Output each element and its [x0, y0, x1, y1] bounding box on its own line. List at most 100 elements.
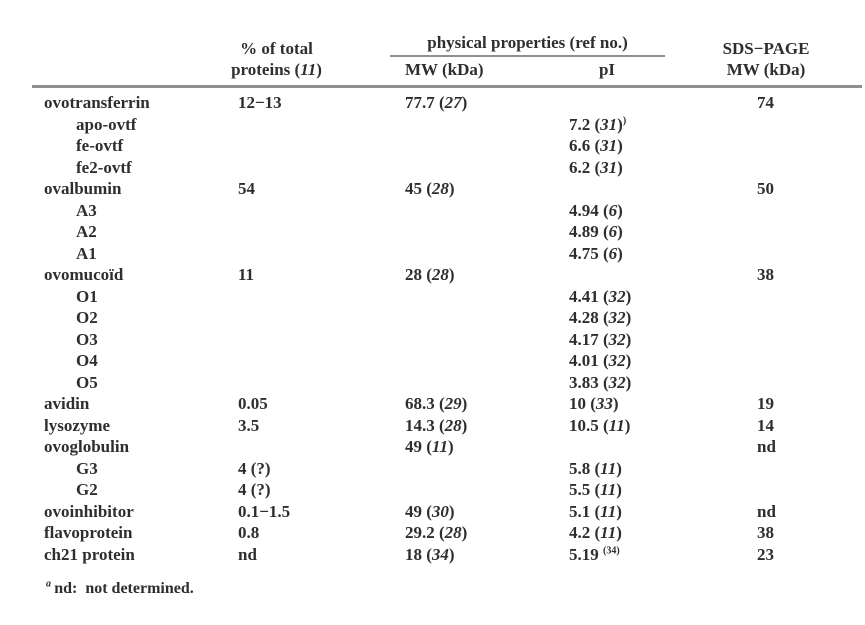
cell-pct	[204, 200, 369, 222]
cell-pi: 10 (33)	[569, 394, 619, 413]
table-row: G2 4 (?) 5.5 (11)	[32, 479, 862, 501]
cell-sds	[704, 221, 862, 243]
cell-mw: 49 (11)	[405, 437, 454, 456]
cell-mw	[369, 479, 529, 501]
cell-pct: 12−13	[238, 93, 282, 112]
cell-mw: 29.2 (28)	[405, 523, 468, 542]
cell-mw: 18 (34)	[405, 544, 455, 564]
cell-pct: 11	[238, 265, 255, 284]
cell-name: avidin	[44, 394, 90, 413]
cell-sds	[704, 243, 862, 265]
table-row: O2 4.28 (32)	[32, 307, 862, 329]
cell-mw: 14.3 (28)	[405, 415, 468, 435]
cell-pi: 7.2 (31))	[569, 114, 627, 134]
cell-mw: 45 (28)	[405, 179, 455, 198]
cell-mw	[369, 157, 529, 179]
cell-mw: 77.7 (27)	[405, 93, 468, 112]
cell-pct	[204, 135, 369, 157]
cell-sds: 23	[757, 544, 774, 564]
cell-sds	[704, 114, 862, 136]
table-row: ovoglobulin 49 (11) nd	[32, 436, 862, 458]
cell-pct	[204, 307, 369, 329]
cell-name: G3	[76, 458, 98, 478]
cell-sds: 38	[757, 265, 774, 284]
cell-pct	[204, 243, 369, 265]
cell-sds	[704, 200, 862, 222]
table-row: A2 4.89 (6)	[32, 221, 862, 243]
cell-mw	[369, 221, 529, 243]
cell-pi: 6.2 (31)	[569, 157, 623, 177]
cell-pct: 3.5	[238, 415, 260, 435]
cell-sds: 74	[757, 93, 774, 112]
header-physical-properties-title: physical properties (ref no.)	[390, 32, 665, 57]
cell-mw: 68.3 (29)	[405, 394, 468, 413]
header-sds-line2: MW (kDa)	[726, 60, 806, 79]
cell-pi: 4.17 (32)	[569, 329, 632, 349]
cell-pct	[204, 372, 369, 394]
cell-pi	[529, 178, 704, 200]
cell-pct	[204, 436, 369, 458]
cell-sds: nd	[757, 437, 776, 456]
cell-pi: 4.2 (11)	[569, 523, 622, 542]
cell-pct	[204, 114, 369, 136]
table-row: ovomucoïd 11 28 (28) 38	[32, 264, 862, 286]
cell-pi: 5.19 (34)	[569, 544, 620, 564]
cell-pct	[204, 350, 369, 372]
cell-name: apo-ovtf	[76, 114, 137, 134]
table-row: fe-ovtf 6.6 (31)	[32, 135, 862, 157]
cell-name: ovotransferrin	[44, 93, 150, 112]
cell-mw	[369, 135, 529, 157]
cell-name: ovomucoïd	[44, 265, 124, 284]
cell-pct	[204, 157, 369, 179]
cell-sds	[704, 350, 862, 372]
cell-name: fe-ovtf	[76, 136, 124, 155]
cell-sds	[704, 372, 862, 394]
header-physical-properties-subrow: MW (kDa) pI	[369, 57, 704, 80]
cell-sds	[704, 479, 862, 501]
cell-name: G2	[76, 480, 98, 499]
table-row: O3 4.17 (32)	[32, 329, 862, 351]
cell-pct: 0.8	[238, 523, 260, 542]
cell-sds	[704, 458, 862, 480]
cell-pi: 4.94 (6)	[569, 200, 623, 220]
header-sds-page: SDS−PAGE MW (kDa)	[704, 38, 862, 80]
cell-pct	[204, 329, 369, 351]
cell-name: ovalbumin	[44, 179, 122, 198]
cell-pct: 0.1−1.5	[238, 501, 291, 521]
protein-properties-table: % of total proteins (11) physical proper…	[32, 12, 862, 599]
cell-sds: 50	[757, 179, 774, 198]
cell-sds: 38	[757, 523, 774, 542]
table-row: ovotransferrin 12−13 77.7 (27) 74	[32, 92, 862, 114]
header-mw: MW (kDa)	[405, 60, 484, 79]
cell-mw	[369, 307, 529, 329]
cell-pi: 4.41 (32)	[569, 286, 632, 306]
cell-pi	[529, 436, 704, 458]
cell-pi: 5.1 (11)	[569, 501, 622, 521]
cell-mw	[369, 350, 529, 372]
table-row: avidin 0.05 68.3 (29) 10 (33) 19	[32, 393, 862, 415]
table-row: O5 3.83 (32)	[32, 372, 862, 394]
cell-name: fe2-ovtf	[76, 157, 132, 177]
cell-mw: 28 (28)	[405, 265, 455, 284]
cell-name: flavoprotein	[44, 523, 133, 542]
cell-name: ovoinhibitor	[44, 501, 134, 521]
cell-sds	[704, 135, 862, 157]
table-row: ovalbumin 54 45 (28) 50	[32, 178, 862, 200]
cell-mw	[369, 372, 529, 394]
cell-name: O4	[76, 351, 98, 370]
cell-pi: 5.8 (11)	[569, 458, 622, 478]
cell-pi: 4.01 (32)	[569, 351, 632, 370]
cell-sds: 19	[757, 394, 774, 413]
header-pi: pI	[598, 60, 616, 79]
cell-sds	[704, 329, 862, 351]
cell-name: ch21 protein	[44, 544, 135, 564]
table-header: % of total proteins (11) physical proper…	[32, 12, 862, 88]
table-row: A3 4.94 (6)	[32, 200, 862, 222]
cell-mw	[369, 243, 529, 265]
header-physical-properties-group: physical properties (ref no.) MW (kDa) p…	[369, 32, 704, 80]
table-row: O4 4.01 (32)	[32, 350, 862, 372]
header-percent-line2: proteins (11)	[231, 60, 322, 79]
cell-mw	[369, 458, 529, 480]
cell-name: lysozyme	[44, 415, 111, 435]
cell-pi: 4.28 (32)	[569, 308, 632, 327]
